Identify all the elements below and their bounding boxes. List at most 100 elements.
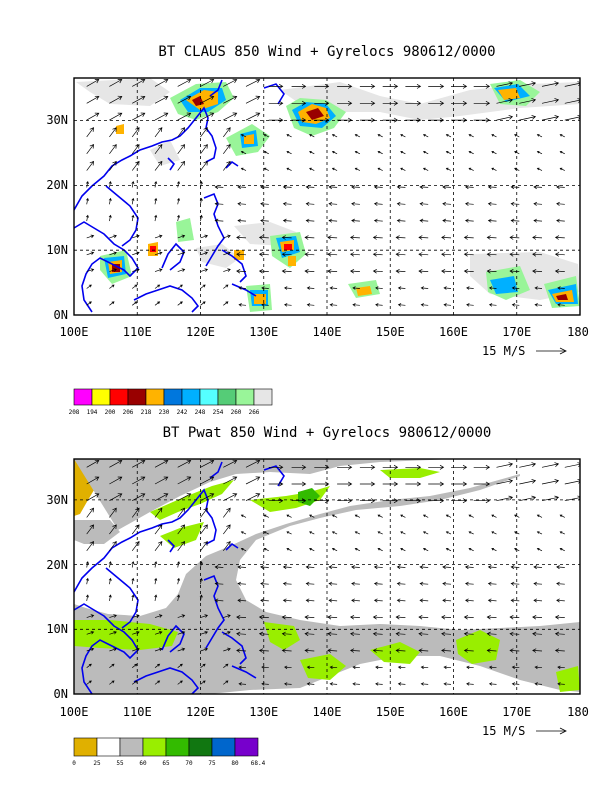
wind-arrow (377, 150, 383, 155)
wind-arrow (306, 303, 315, 307)
wind-arrow (109, 160, 117, 171)
wind-arrow (395, 252, 406, 257)
wind-arrow (109, 284, 115, 289)
x-tick-label: 180 (567, 325, 589, 339)
wind-arrow (488, 286, 497, 290)
wind-arrow (532, 252, 543, 257)
wind-arrow (331, 150, 338, 155)
wind-arrow (305, 201, 315, 206)
wind-arrow (372, 614, 383, 620)
wind-arrow (445, 150, 452, 155)
wind-arrow (86, 268, 95, 272)
wind-arrow (131, 561, 135, 568)
wind-arrow (541, 98, 560, 104)
wind-arrow (541, 81, 560, 87)
wind-arrow (463, 614, 474, 620)
wind-arrow (245, 476, 261, 485)
wind-arrow (468, 150, 474, 155)
wind-arrow (556, 201, 565, 206)
wind-arrow (554, 268, 565, 274)
wind-arrow (200, 507, 208, 518)
wind-arrow (468, 514, 474, 518)
wind-arrow (328, 598, 338, 603)
panel2-frame (73, 458, 581, 695)
wind-arrow (109, 507, 117, 518)
wind-arrow (286, 167, 292, 171)
wind-arrow (351, 185, 360, 190)
wind-arrow (240, 514, 247, 518)
wind-arrow (306, 665, 315, 670)
colorbar-swatch (96, 737, 121, 757)
colorbar-label: 218 (141, 409, 152, 416)
wind-arrow (396, 598, 406, 603)
wind-arrow (282, 598, 292, 603)
panel1-wind-reference: 15 M/S (482, 344, 567, 358)
wind-arrow (473, 464, 491, 470)
wind-arrow (327, 648, 338, 653)
wind-arrow (559, 150, 565, 155)
wind-arrow (486, 235, 497, 240)
wind-scale-arrowhead (559, 347, 567, 355)
wind-arrow (442, 218, 452, 223)
wind-arrow (468, 167, 474, 171)
colorbar-swatch (181, 388, 201, 406)
wind-arrow (85, 197, 89, 205)
wind-arrow (223, 127, 231, 138)
wind-arrow (237, 201, 247, 206)
wind-arrow (337, 117, 353, 123)
wind-arrow (200, 144, 208, 155)
wind-arrow (491, 548, 497, 552)
wind-arrow (223, 663, 229, 668)
wind-arrow (510, 565, 520, 570)
wind-arrow (372, 268, 383, 274)
wind-arrow (519, 81, 537, 87)
wind-arrow (177, 251, 186, 256)
wind-arrow (223, 78, 238, 87)
wind-arrow (223, 459, 238, 468)
wind-arrow (214, 581, 224, 586)
wind-arrow (533, 598, 543, 603)
wind-arrow (466, 682, 474, 686)
wind-arrow (557, 286, 565, 290)
wind-arrow (487, 201, 497, 206)
wind-arrow (354, 548, 361, 552)
wind-arrow (240, 134, 247, 138)
wind-arrow (109, 459, 123, 468)
colorbar-swatch (73, 388, 93, 406)
y-tick-label: 0N (54, 308, 68, 322)
wind-arrow (445, 167, 452, 171)
wind-arrow (305, 581, 315, 586)
wind-arrow (109, 301, 115, 306)
y-tick-label: 20N (46, 178, 68, 192)
wind-arrow (263, 150, 269, 155)
wind-arrow (154, 197, 158, 205)
wind-arrow (418, 252, 429, 257)
wind-arrow (463, 268, 474, 274)
wind-arrow (200, 524, 208, 535)
wind-arrow (131, 594, 135, 601)
wind-arrow (486, 252, 497, 257)
wind-arrow (442, 581, 452, 586)
colorbar-label: 248 (195, 409, 206, 416)
wind-arrow (132, 251, 140, 256)
wind-arrow (541, 114, 560, 121)
x-tick-label: 110E (123, 705, 152, 719)
wind-arrow (236, 648, 247, 653)
wind-arrow (496, 98, 514, 104)
wind-arrow (263, 134, 269, 138)
colorbar-swatch (109, 388, 129, 406)
wind-arrow (442, 201, 452, 206)
wind-arrow (463, 648, 474, 653)
wind-arrow (419, 201, 429, 206)
wind-arrow (395, 648, 406, 653)
colorbar-label: 55 (116, 760, 124, 767)
wind-arrow (131, 160, 140, 171)
wind-arrow (329, 682, 338, 686)
wind-arrow (238, 682, 247, 686)
wind-arrow (465, 581, 474, 586)
wind-arrow (556, 598, 565, 603)
wind-arrow (223, 647, 231, 652)
wind-arrow (109, 144, 117, 155)
wind-arrow (245, 78, 261, 87)
wind-arrow (109, 476, 123, 485)
